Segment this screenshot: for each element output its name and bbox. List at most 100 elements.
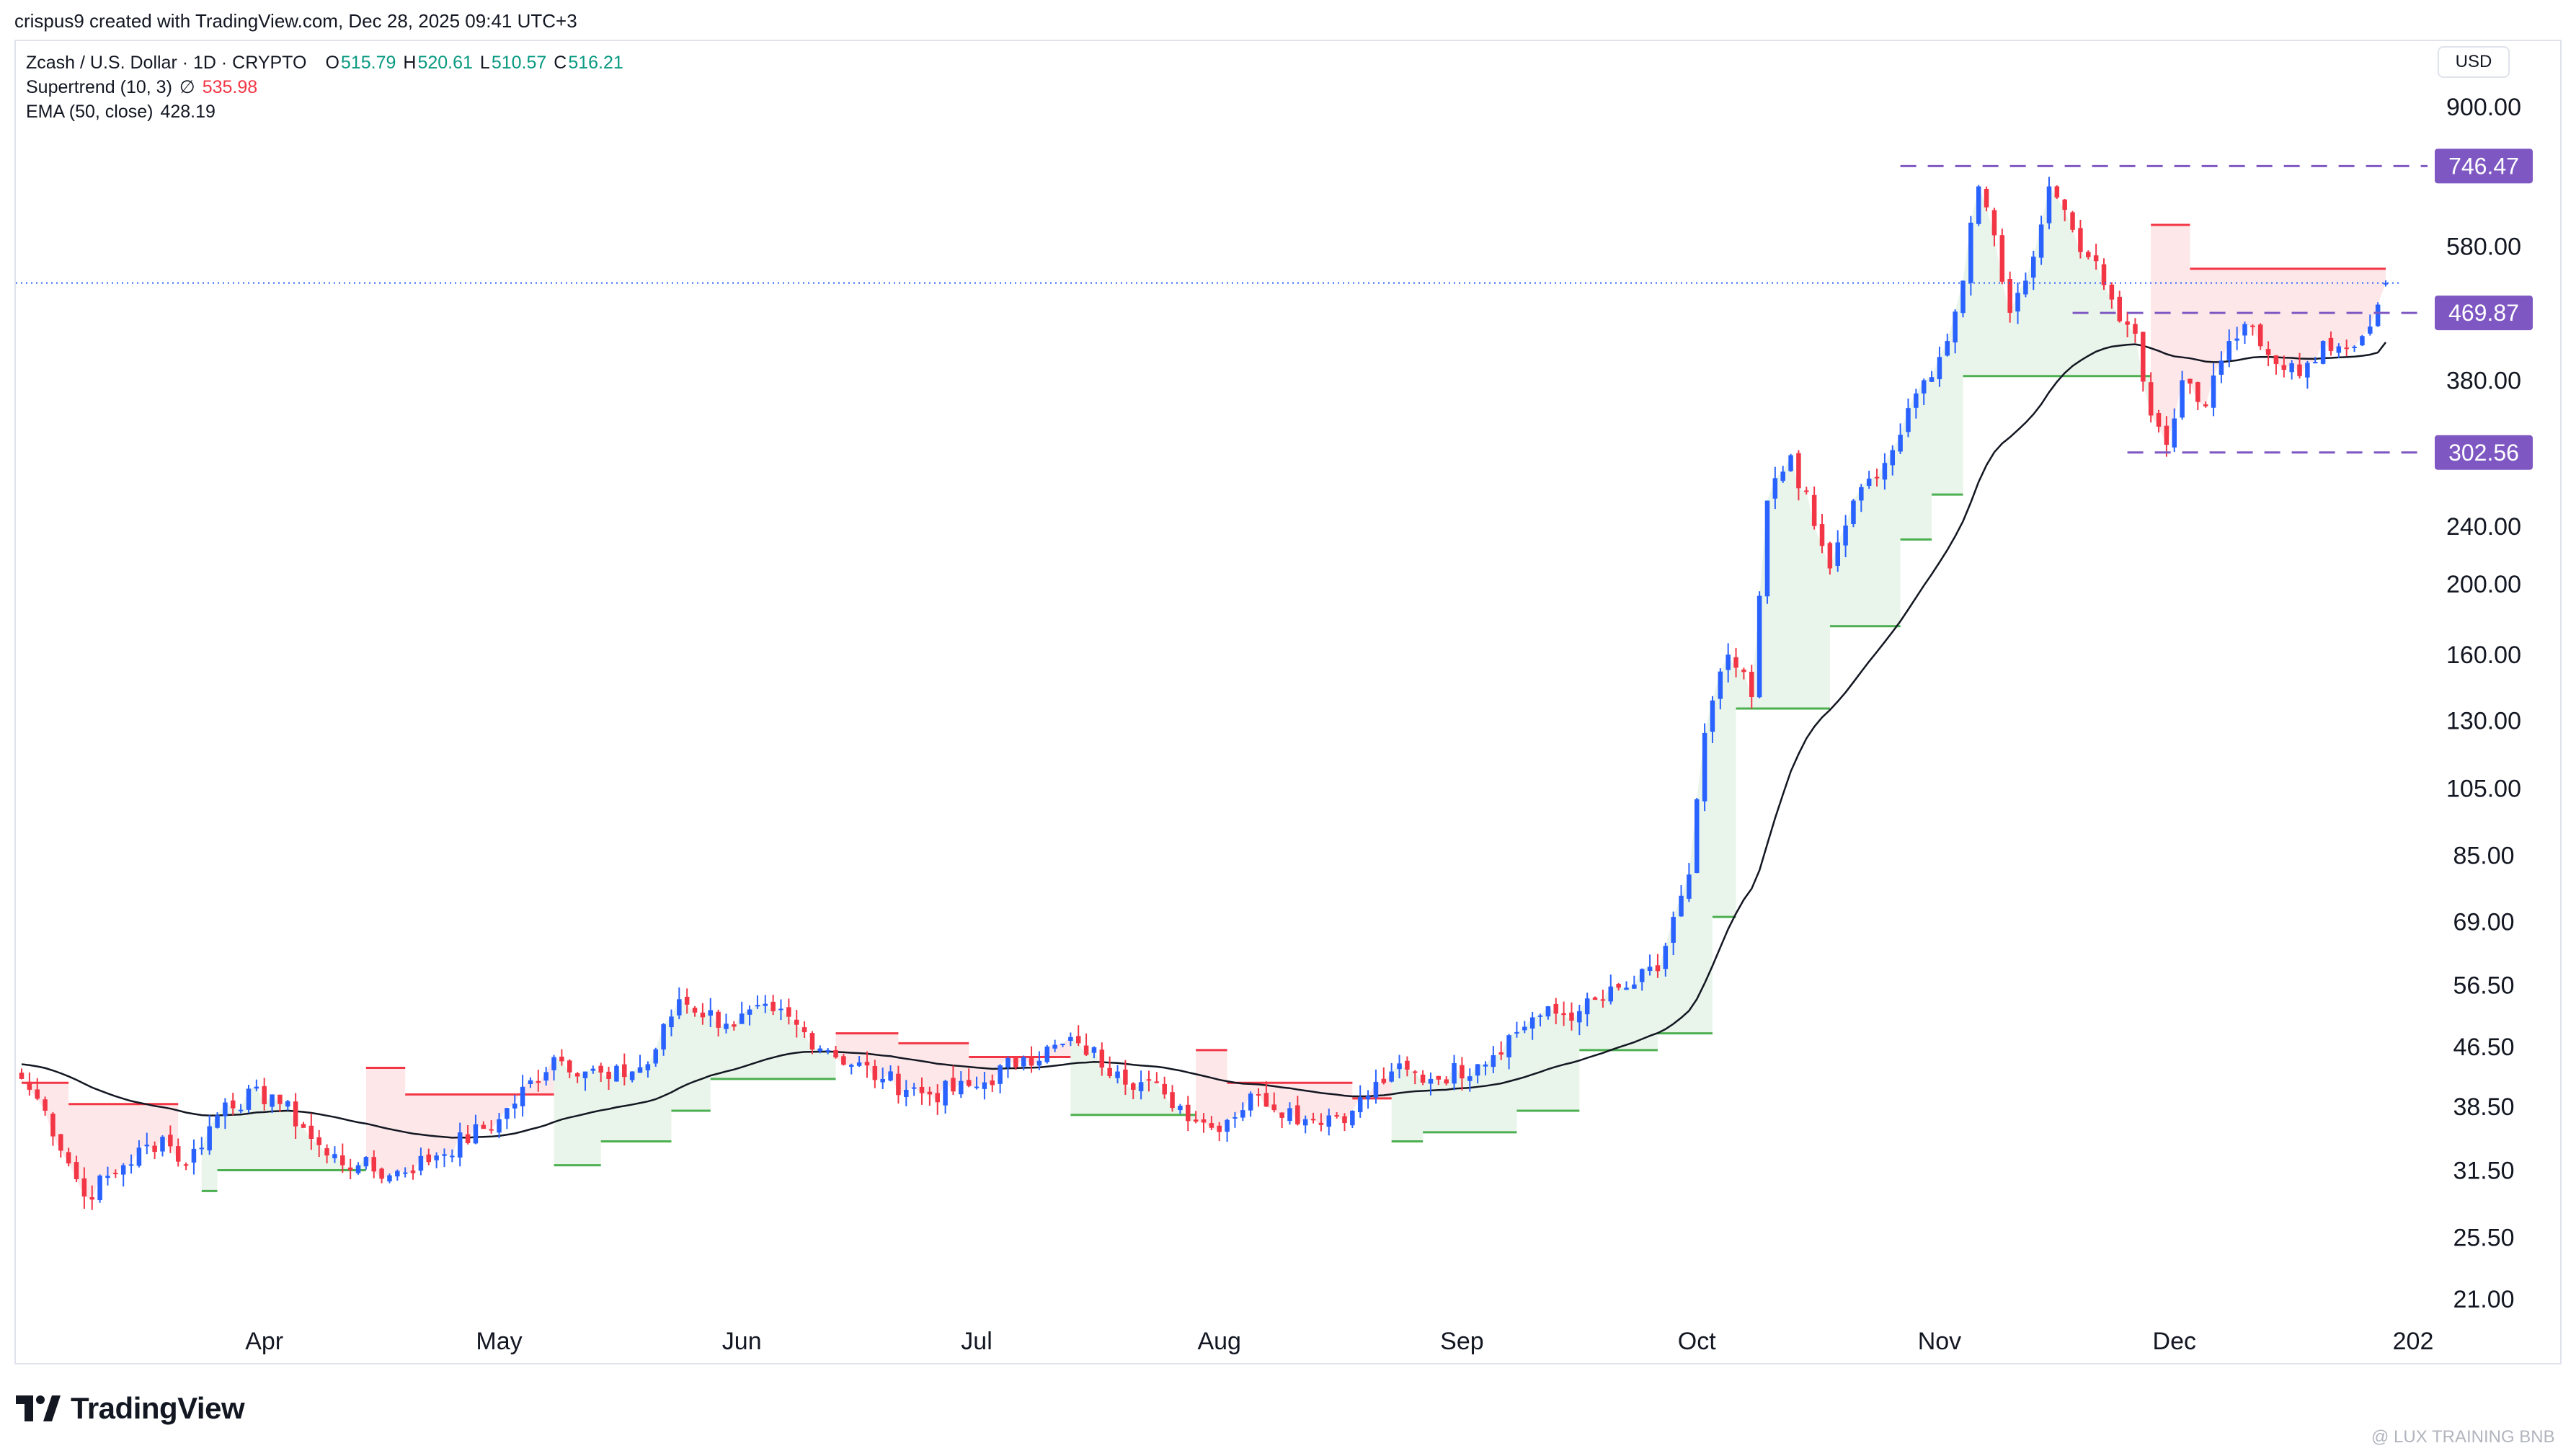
candle	[371, 1150, 376, 1178]
currency-selector[interactable]: USD	[2438, 46, 2510, 78]
candle-body	[27, 1081, 32, 1090]
candle	[1233, 1111, 1238, 1128]
y-tick-label: 105.00	[2446, 776, 2521, 803]
candle	[1647, 954, 1653, 976]
tradingview-logo-icon	[16, 1395, 61, 1421]
legend-ema-row[interactable]: EMA (50, close) 428.19	[26, 99, 623, 124]
candle-body	[637, 1067, 643, 1073]
candle	[489, 1120, 494, 1134]
candle	[825, 1047, 830, 1055]
candle-body	[2219, 360, 2224, 375]
candle	[1898, 423, 1903, 454]
candle-body	[1529, 1017, 1535, 1029]
candle-body	[974, 1086, 980, 1088]
candle-body	[1866, 479, 1872, 487]
candle-body	[778, 1008, 783, 1011]
tradingview-logo[interactable]: TradingView	[16, 1391, 245, 1426]
candle	[598, 1062, 603, 1082]
candle-body	[97, 1175, 102, 1201]
candle-body	[1381, 1078, 1387, 1083]
candle	[1193, 1111, 1199, 1124]
candle	[872, 1060, 878, 1088]
candle-body	[1295, 1105, 1300, 1124]
candle	[497, 1113, 502, 1139]
candle-body	[2328, 337, 2334, 351]
candle	[113, 1169, 118, 1178]
candle	[1577, 1005, 1582, 1036]
candle	[2234, 327, 2239, 350]
candle	[1287, 1102, 1292, 1125]
supertrend-fill-11	[898, 1043, 969, 1103]
candle-body	[1075, 1036, 1081, 1044]
candle-body	[1679, 895, 1684, 917]
candle-body	[371, 1157, 376, 1172]
time-axis: Apr May Jun Jul Aug Sep Oct Nov Dec 202	[245, 1328, 2433, 1355]
candle-body	[2257, 324, 2263, 347]
y-tick-label: 69.00	[2453, 908, 2514, 936]
legend-supertrend-row[interactable]: Supertrend (10, 3) ∅ 535.98	[26, 75, 623, 99]
candle	[402, 1167, 408, 1178]
candle-body	[2297, 364, 2302, 376]
candle	[2070, 210, 2075, 233]
symbol-title[interactable]: Zcash / U.S. Dollar · 1D · CRYPTO	[26, 53, 307, 73]
candle	[747, 1005, 752, 1026]
candle-body	[1819, 524, 1825, 546]
candle-body	[536, 1080, 541, 1083]
candle	[677, 987, 682, 1020]
level-badge-1	[2435, 296, 2533, 331]
candle	[434, 1152, 439, 1168]
candle-body	[473, 1124, 479, 1144]
candle	[2368, 314, 2373, 336]
candle-body	[849, 1065, 854, 1067]
candle-body	[520, 1086, 525, 1106]
candle-body	[2281, 365, 2287, 370]
candle	[2257, 323, 2263, 350]
candle-body	[1115, 1071, 1120, 1078]
candle-body	[1263, 1093, 1269, 1107]
candle-body	[935, 1093, 940, 1103]
supertrend-fill-29	[2190, 268, 2386, 407]
candle-body	[629, 1071, 635, 1080]
candle-body	[1741, 669, 1746, 672]
candle-body	[1733, 657, 1738, 668]
x-tick-label: Sep	[1440, 1328, 1484, 1355]
candle-body	[724, 1024, 729, 1029]
candle	[1052, 1039, 1057, 1052]
candle-body	[410, 1170, 416, 1173]
candle-body	[2015, 293, 2020, 312]
candle	[809, 1031, 815, 1055]
candle	[2226, 329, 2232, 368]
candle	[505, 1107, 510, 1129]
candle	[19, 1068, 25, 1080]
candle-body	[1655, 965, 1661, 972]
candle-body	[2023, 280, 2028, 295]
candle	[919, 1077, 925, 1105]
supertrend-fill-1	[68, 1104, 179, 1200]
candle	[1483, 1061, 1488, 1075]
candle	[1154, 1072, 1160, 1083]
candle	[1162, 1076, 1167, 1099]
candle-body	[1357, 1097, 1363, 1112]
candle-body	[543, 1072, 548, 1081]
candle-body	[2172, 418, 2177, 448]
candle-body	[497, 1119, 502, 1133]
candle-body	[2336, 346, 2342, 353]
candle	[1365, 1090, 1371, 1109]
candle-body	[1123, 1069, 1128, 1085]
candle-body	[1663, 946, 1669, 969]
candle	[1186, 1096, 1191, 1132]
candle-body	[1475, 1064, 1480, 1076]
candle	[2344, 339, 2349, 357]
candle	[1529, 1012, 1535, 1040]
chart-frame[interactable]	[14, 40, 2562, 1364]
candle	[1068, 1032, 1073, 1047]
candle-body	[1639, 969, 1645, 982]
candle-body	[653, 1049, 658, 1064]
candle	[2117, 290, 2122, 323]
candle-body	[2164, 425, 2169, 445]
supertrend-visibility-icon[interactable]: ∅	[179, 77, 195, 97]
candle	[606, 1066, 611, 1090]
candle-body	[2093, 255, 2099, 262]
candle	[81, 1167, 87, 1209]
